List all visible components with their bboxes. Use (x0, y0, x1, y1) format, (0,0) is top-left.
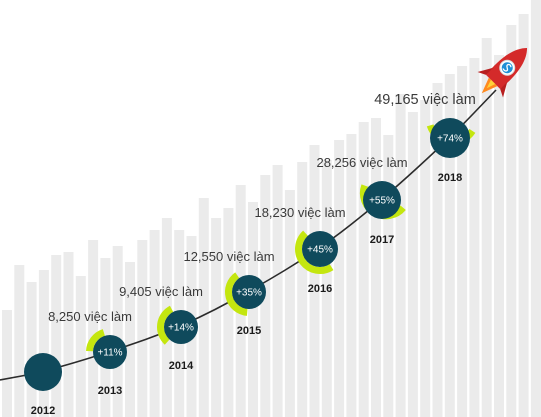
data-point-node (430, 118, 470, 158)
growth-arc (157, 305, 174, 345)
background-bar (395, 94, 406, 417)
job-count-label: 8,250 việc làm (48, 309, 132, 324)
background-bar (211, 218, 222, 417)
background-bar (88, 240, 99, 417)
background-bar (14, 265, 25, 417)
background-bar (161, 218, 172, 417)
background-bar (420, 100, 431, 417)
background-bar (284, 190, 295, 417)
year-label: 2013 (98, 385, 122, 397)
background-bar (530, 0, 541, 417)
background-bar (469, 58, 480, 417)
background-bar (457, 66, 468, 417)
background-bar (75, 276, 86, 417)
rocket-icon (477, 47, 528, 98)
growth-label: +74% (437, 134, 463, 145)
background-bar (309, 145, 320, 417)
background-bar (26, 282, 37, 417)
background-bar (125, 262, 135, 417)
background-bar (371, 118, 381, 417)
data-point-2018: +74% 2018 49,165 việc làm (374, 92, 476, 184)
background-bar (297, 162, 308, 417)
background-bar (2, 310, 12, 417)
data-point-2013: +11% 2013 8,250 việc làm (48, 309, 132, 397)
background-bar (223, 208, 234, 417)
background-bar (481, 38, 492, 417)
background-bar (358, 122, 369, 417)
data-point-node (302, 231, 338, 267)
background-bar (149, 230, 160, 417)
year-label: 2014 (169, 360, 194, 372)
background-bar (272, 165, 283, 417)
job-count-label: 9,405 việc làm (119, 284, 203, 299)
background-bar (321, 160, 332, 417)
background-bar (51, 255, 62, 417)
data-point-node (24, 353, 62, 391)
data-point-2017: +55% 2017 28,256 việc làm (316, 155, 407, 246)
data-point-node (363, 181, 401, 219)
data-point-2014: +14% 2014 9,405 việc làm (119, 284, 203, 372)
year-label: 2015 (237, 325, 261, 337)
background-bar (518, 14, 529, 417)
growth-arc (295, 230, 334, 274)
year-label: 2016 (308, 283, 332, 295)
background-bar (112, 246, 123, 417)
job-count-label: 28,256 việc làm (316, 155, 407, 170)
background-bar (137, 240, 148, 417)
background-bar (334, 140, 345, 417)
data-point-2012: 2012 (24, 353, 62, 417)
growth-arc (225, 272, 248, 316)
background-bar (432, 83, 443, 417)
background-bar (407, 112, 418, 417)
data-point-2015: +35% 2015 12,550 việc làm (183, 249, 274, 337)
job-count-label: 18,230 việc làm (254, 205, 345, 220)
year-label: 2018 (438, 172, 462, 184)
year-label: 2017 (370, 234, 394, 246)
data-point-node (164, 310, 198, 344)
background-bar (383, 135, 394, 417)
growth-label: +35% (236, 288, 262, 299)
background-bar (38, 270, 49, 417)
job-count-label: 12,550 việc làm (183, 249, 274, 264)
growth-label: +11% (97, 348, 122, 359)
background-bar (444, 74, 455, 417)
growth-arc (86, 329, 106, 352)
background-bar (346, 134, 357, 417)
growth-label: +45% (307, 245, 333, 256)
data-point-node (93, 335, 127, 369)
data-point-node (232, 275, 266, 309)
data-points: 2012 +11% 2013 8,250 việc làm +14% 2014 9,405 … (24, 92, 476, 417)
growth-label: +55% (369, 196, 395, 207)
background-bar (506, 25, 517, 417)
data-point-2016: +45% 2016 18,230 việc làm (254, 205, 345, 295)
job-count-label: 49,165 việc làm (374, 92, 476, 108)
background-bar (248, 202, 258, 417)
growth-label: +14% (168, 323, 194, 334)
background-bar (198, 198, 209, 417)
background-bar (63, 252, 74, 417)
background-bar (494, 55, 504, 417)
year-label: 2012 (31, 405, 55, 417)
